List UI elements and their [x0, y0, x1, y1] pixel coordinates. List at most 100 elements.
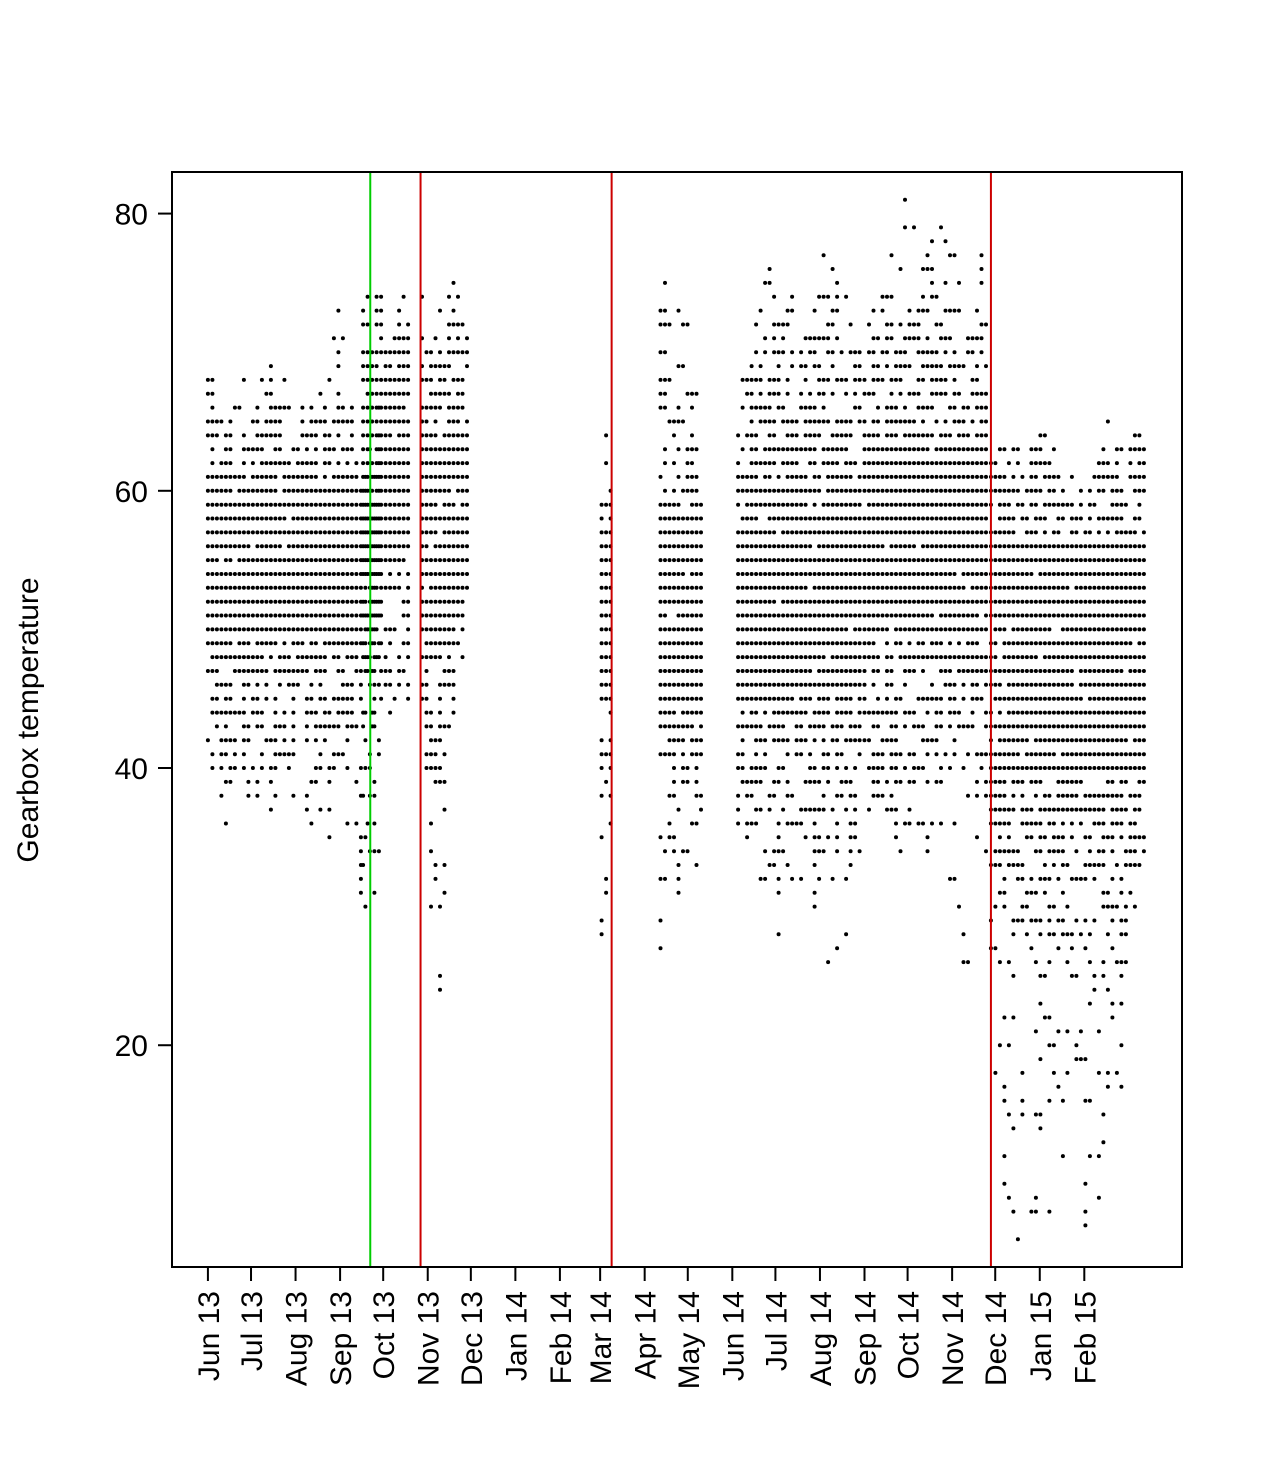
data-point — [1123, 655, 1128, 660]
data-point — [1078, 516, 1083, 521]
data-point — [876, 655, 880, 660]
data-point — [699, 516, 703, 521]
data-point — [604, 682, 609, 687]
data-point — [1110, 752, 1115, 757]
data-point — [383, 669, 388, 673]
data-point — [925, 738, 930, 743]
data-point — [223, 433, 228, 438]
data-point — [365, 627, 370, 632]
data-point — [821, 752, 826, 757]
data-point — [672, 461, 676, 466]
data-point — [749, 710, 754, 715]
data-point — [327, 572, 332, 576]
data-point — [313, 655, 318, 660]
data-point — [1078, 558, 1083, 563]
data-point — [763, 474, 768, 479]
data-point — [442, 752, 447, 757]
data-point — [690, 585, 694, 590]
data-point — [821, 599, 826, 604]
data-point — [690, 738, 694, 743]
data-point — [392, 696, 397, 701]
data-point — [745, 474, 750, 479]
data-point — [776, 572, 781, 576]
data-point — [772, 544, 777, 549]
data-point — [817, 488, 822, 493]
data-point — [438, 461, 442, 466]
data-point — [749, 530, 754, 535]
data-point — [970, 544, 975, 549]
data-point — [228, 558, 233, 563]
data-point — [961, 474, 966, 479]
data-point — [379, 641, 384, 646]
data-point — [889, 807, 894, 812]
data-point — [1110, 849, 1115, 854]
data-point — [1110, 599, 1115, 604]
data-point — [912, 488, 916, 493]
data-point — [1038, 724, 1043, 729]
data-point — [1141, 682, 1146, 687]
data-point — [1038, 544, 1043, 549]
data-point — [808, 766, 813, 770]
data-point — [345, 419, 350, 424]
data-point — [754, 682, 759, 687]
data-point — [934, 516, 939, 521]
data-point — [383, 364, 388, 369]
data-point — [880, 752, 885, 757]
data-point — [237, 627, 242, 632]
data-point — [1114, 613, 1119, 618]
data-point — [365, 391, 370, 396]
data-point — [345, 530, 350, 535]
data-point — [327, 641, 332, 646]
data-point — [1096, 863, 1101, 867]
data-point — [214, 488, 219, 493]
data-point — [379, 544, 384, 549]
data-point — [210, 405, 215, 410]
data-point — [1042, 655, 1047, 660]
data-point — [694, 599, 699, 604]
data-point — [223, 738, 228, 743]
data-point — [912, 572, 916, 576]
data-point — [250, 696, 255, 701]
data-point — [1114, 544, 1119, 549]
data-point — [1006, 696, 1011, 701]
data-point — [1137, 544, 1142, 549]
data-point — [812, 599, 817, 604]
data-point — [1047, 696, 1052, 701]
data-point — [1083, 835, 1088, 840]
data-point — [349, 613, 354, 618]
data-point — [1006, 682, 1011, 687]
data-point — [340, 613, 345, 618]
data-point — [776, 627, 781, 632]
data-point — [754, 447, 759, 452]
data-point — [921, 655, 925, 660]
data-point — [401, 364, 406, 369]
data-point — [255, 405, 260, 410]
data-point — [867, 572, 871, 576]
data-point — [1015, 682, 1020, 687]
data-point — [939, 461, 943, 466]
data-point — [1119, 738, 1124, 743]
data-point — [1024, 488, 1029, 493]
data-point — [309, 655, 314, 660]
data-point — [397, 474, 402, 479]
data-point — [228, 433, 233, 438]
data-point — [817, 544, 822, 549]
data-point — [781, 613, 786, 618]
data-point — [424, 516, 429, 521]
data-point — [794, 627, 799, 632]
data-point — [465, 488, 469, 493]
data-point — [246, 599, 251, 604]
data-point — [930, 655, 934, 660]
data-point — [1047, 960, 1052, 965]
data-point — [880, 572, 885, 576]
data-point — [1002, 474, 1007, 479]
data-point — [839, 516, 844, 521]
data-point — [223, 613, 228, 618]
data-point — [903, 447, 907, 452]
data-point — [1015, 613, 1020, 618]
data-point — [812, 336, 817, 341]
data-point — [304, 572, 309, 576]
data-point — [1038, 932, 1043, 937]
data-point — [1020, 627, 1025, 632]
data-point — [210, 572, 215, 576]
